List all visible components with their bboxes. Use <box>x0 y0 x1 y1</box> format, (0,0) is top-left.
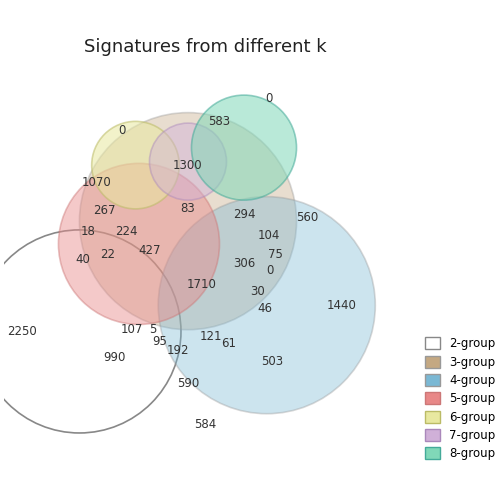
Text: 46: 46 <box>258 302 273 315</box>
Text: 104: 104 <box>258 229 280 241</box>
Text: 30: 30 <box>250 285 266 298</box>
Text: 1300: 1300 <box>173 159 203 172</box>
Text: 0: 0 <box>267 264 274 277</box>
Text: 584: 584 <box>195 418 217 431</box>
Text: 192: 192 <box>166 344 188 357</box>
Text: 0: 0 <box>118 123 125 137</box>
Text: 990: 990 <box>103 351 125 364</box>
Circle shape <box>150 123 226 200</box>
Text: 61: 61 <box>221 337 236 350</box>
Text: 18: 18 <box>81 225 96 238</box>
Text: 2250: 2250 <box>7 325 37 338</box>
Text: 107: 107 <box>121 323 143 336</box>
Text: 306: 306 <box>233 257 255 270</box>
Text: 1440: 1440 <box>327 299 357 311</box>
Text: 590: 590 <box>177 377 199 391</box>
Text: 40: 40 <box>76 253 90 266</box>
Text: 75: 75 <box>268 248 283 261</box>
Circle shape <box>80 112 296 330</box>
Text: 1710: 1710 <box>187 278 217 291</box>
Text: 267: 267 <box>93 204 115 217</box>
Text: 0: 0 <box>265 92 272 105</box>
Circle shape <box>192 95 296 200</box>
Title: Signatures from different k: Signatures from different k <box>84 38 327 56</box>
Circle shape <box>92 121 179 209</box>
Text: 22: 22 <box>100 248 115 261</box>
Circle shape <box>58 163 220 325</box>
Text: 583: 583 <box>209 115 230 128</box>
Legend: 2-group, 3-group, 4-group, 5-group, 6-group, 7-group, 8-group: 2-group, 3-group, 4-group, 5-group, 6-gr… <box>421 333 500 465</box>
Text: 294: 294 <box>233 208 255 221</box>
Circle shape <box>158 197 375 414</box>
Text: 560: 560 <box>296 211 318 224</box>
Text: 1070: 1070 <box>82 176 112 189</box>
Text: 224: 224 <box>115 225 138 238</box>
Text: 83: 83 <box>180 203 196 215</box>
Text: 95: 95 <box>153 336 167 348</box>
Text: 121: 121 <box>200 330 222 343</box>
Text: 503: 503 <box>261 355 283 368</box>
Text: 5: 5 <box>149 323 157 336</box>
Text: 427: 427 <box>138 244 161 258</box>
